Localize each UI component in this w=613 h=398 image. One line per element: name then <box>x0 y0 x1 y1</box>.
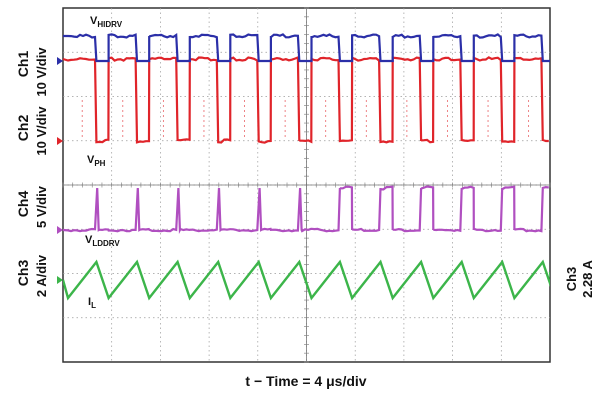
ch2-ground-marker <box>57 137 63 145</box>
vhidrv-label: VHIDRV <box>90 15 123 29</box>
ch4-scale: 5 V/div <box>34 185 49 228</box>
ch3-label: Ch3 <box>15 260 31 287</box>
ch1-scale: 10 V/div <box>34 47 49 97</box>
ch4-axis-label: Ch4 5 V/div <box>15 185 49 228</box>
ch3-trace-il <box>63 259 550 301</box>
ch3-offset-label: Ch3 2.28 A <box>564 259 595 297</box>
ch4-trace-vlddrv <box>62 185 549 234</box>
traces <box>57 33 550 301</box>
ch1-ground-marker <box>57 57 63 65</box>
ch1-trace-vhidrv <box>63 33 550 63</box>
vph-label: VPH <box>87 154 106 168</box>
ch3-axis-label: Ch3 2 A/div <box>15 254 49 297</box>
ch2-label: Ch2 <box>15 115 31 142</box>
ch1-axis-label: Ch1 10 V/div <box>15 47 49 97</box>
ch3-scale: 2 A/div <box>34 254 49 297</box>
ch2-axis-label: Ch2 10 V/div <box>15 106 49 156</box>
ch2-scale: 10 V/div <box>34 106 49 156</box>
ch3-ground-marker <box>57 276 63 284</box>
ch1-label: Ch1 <box>15 51 31 78</box>
ch4-label: Ch4 <box>15 191 31 218</box>
ch3-right-label: Ch3 <box>564 267 579 292</box>
ch2-trace-vph <box>62 55 549 144</box>
il-label: IL <box>88 296 96 310</box>
ch3-right-value: 2.28 A <box>580 259 595 297</box>
vlddrv-label: VLDDRV <box>85 234 120 248</box>
x-axis-label: t − Time = 4 μs/div <box>245 373 366 389</box>
ch4-ground-marker <box>57 226 63 234</box>
